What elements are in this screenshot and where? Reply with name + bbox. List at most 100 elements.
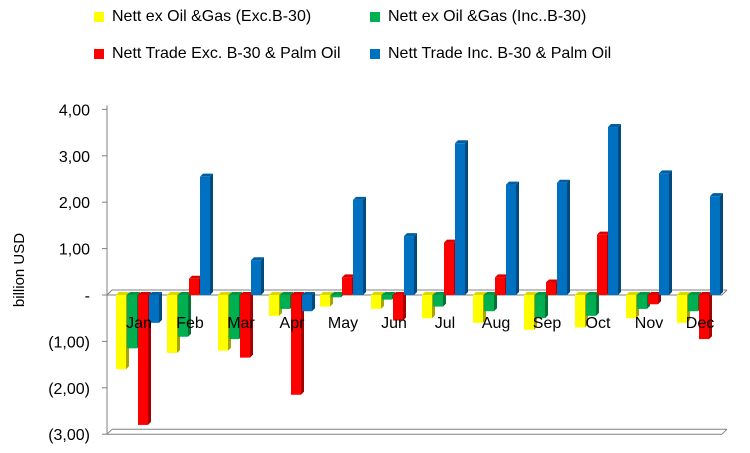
bar-jan-series-4 <box>149 292 162 323</box>
bar-top <box>353 196 366 200</box>
bar-side <box>159 292 162 323</box>
bar-front <box>218 295 228 351</box>
bar-side <box>494 292 497 312</box>
bar-top <box>597 231 610 235</box>
bar-front <box>138 295 148 425</box>
bar-top <box>659 170 672 174</box>
bar-front <box>444 242 454 295</box>
bar-top <box>626 292 639 295</box>
bar-side <box>596 292 599 316</box>
bar-front <box>433 295 443 307</box>
bar-feb-series-2 <box>178 292 191 337</box>
bar-side <box>210 173 213 295</box>
bar-top <box>229 292 242 295</box>
plot-area <box>106 105 728 435</box>
bar-front <box>506 184 516 295</box>
bar-front <box>524 295 534 330</box>
bar-top <box>524 292 537 295</box>
bar-side <box>709 292 712 340</box>
bar-oct-series-4 <box>608 124 621 295</box>
bar-top <box>331 292 344 295</box>
bar-front <box>200 176 210 295</box>
bar-side <box>516 181 519 295</box>
bar-front <box>659 173 669 295</box>
category-label-may: May <box>328 315 358 332</box>
bar-dec-series-4 <box>710 193 723 295</box>
floor-right-edge <box>721 428 728 435</box>
bar-top <box>608 124 621 128</box>
bar-front <box>422 295 432 319</box>
category-label-dec: Dec <box>686 315 714 332</box>
bar-front <box>382 295 392 300</box>
bar-sep-series-4 <box>557 179 570 295</box>
bar-side <box>443 292 446 307</box>
bar-front <box>455 143 465 295</box>
bar-front <box>342 277 352 295</box>
bar-front <box>251 260 261 295</box>
category-label-feb: Feb <box>176 315 204 332</box>
bar-top <box>382 292 395 295</box>
bar-top <box>455 140 468 144</box>
bar-front <box>688 295 698 312</box>
bar-top <box>291 292 304 295</box>
bar-front <box>637 295 647 309</box>
bar-jan-series-3 <box>138 292 151 425</box>
bar-top <box>710 193 723 197</box>
bar-top <box>433 292 446 295</box>
bar-top <box>557 179 570 183</box>
bar-side <box>465 140 468 295</box>
category-label-jun: Jun <box>381 315 407 332</box>
bar-side <box>545 292 548 319</box>
bar-oct-series-2 <box>586 292 599 316</box>
bar-front <box>484 295 494 312</box>
bar-top <box>546 279 559 283</box>
bar-top <box>473 292 486 295</box>
bar-top <box>342 274 355 278</box>
bar-front <box>404 236 414 295</box>
bar-front <box>291 295 301 395</box>
bar-jun-series-1 <box>371 292 384 309</box>
bar-side <box>188 292 191 337</box>
legend-label-2: Nett ex Oil &Gas (Inc..B-30) <box>388 8 586 25</box>
legend-swatch-1 <box>94 12 104 22</box>
bar-apr-series-4 <box>302 292 315 312</box>
bar-top <box>251 257 264 261</box>
bar-front <box>331 295 341 298</box>
bar-side <box>567 179 570 295</box>
bar-feb-series-4 <box>200 173 213 295</box>
y-axis-ticks: 4,00 3,00 2,00 1,00 - (1,00) (2,00) (3,00) <box>48 102 107 444</box>
bar-top <box>127 292 140 295</box>
zero-line-right <box>721 289 728 296</box>
category-label-oct: Oct <box>586 315 611 332</box>
bar-top <box>699 292 712 295</box>
bar-top <box>200 173 213 177</box>
y-tick-label: - <box>85 288 90 305</box>
bar-may-series-4 <box>353 196 366 295</box>
bar-front <box>626 295 636 319</box>
category-label-nov: Nov <box>635 315 663 332</box>
bar-top <box>189 275 202 279</box>
bar-front <box>710 196 720 295</box>
bar-front <box>648 295 658 305</box>
bar-top <box>484 292 497 295</box>
y-tick-label: (2,00) <box>48 381 90 398</box>
category-label-apr: Apr <box>280 315 306 332</box>
bar-front <box>699 295 709 340</box>
bar-side <box>312 292 315 312</box>
bar-top <box>320 292 333 295</box>
bar-top <box>218 292 231 295</box>
bar-front <box>302 295 312 312</box>
y-axis-label: billion USD <box>11 233 28 307</box>
bar-top <box>371 292 384 295</box>
bar-top <box>575 292 588 295</box>
bar-front <box>393 295 403 321</box>
bar-dec-series-3 <box>699 292 712 340</box>
bar-side <box>403 292 406 321</box>
bar-mar-series-3 <box>240 292 253 358</box>
bar-top <box>506 181 519 185</box>
bar-top <box>535 292 548 295</box>
bar-side <box>618 124 621 295</box>
y-tick-label: (3,00) <box>48 427 90 444</box>
bar-top <box>280 292 293 295</box>
bar-front <box>495 277 505 295</box>
